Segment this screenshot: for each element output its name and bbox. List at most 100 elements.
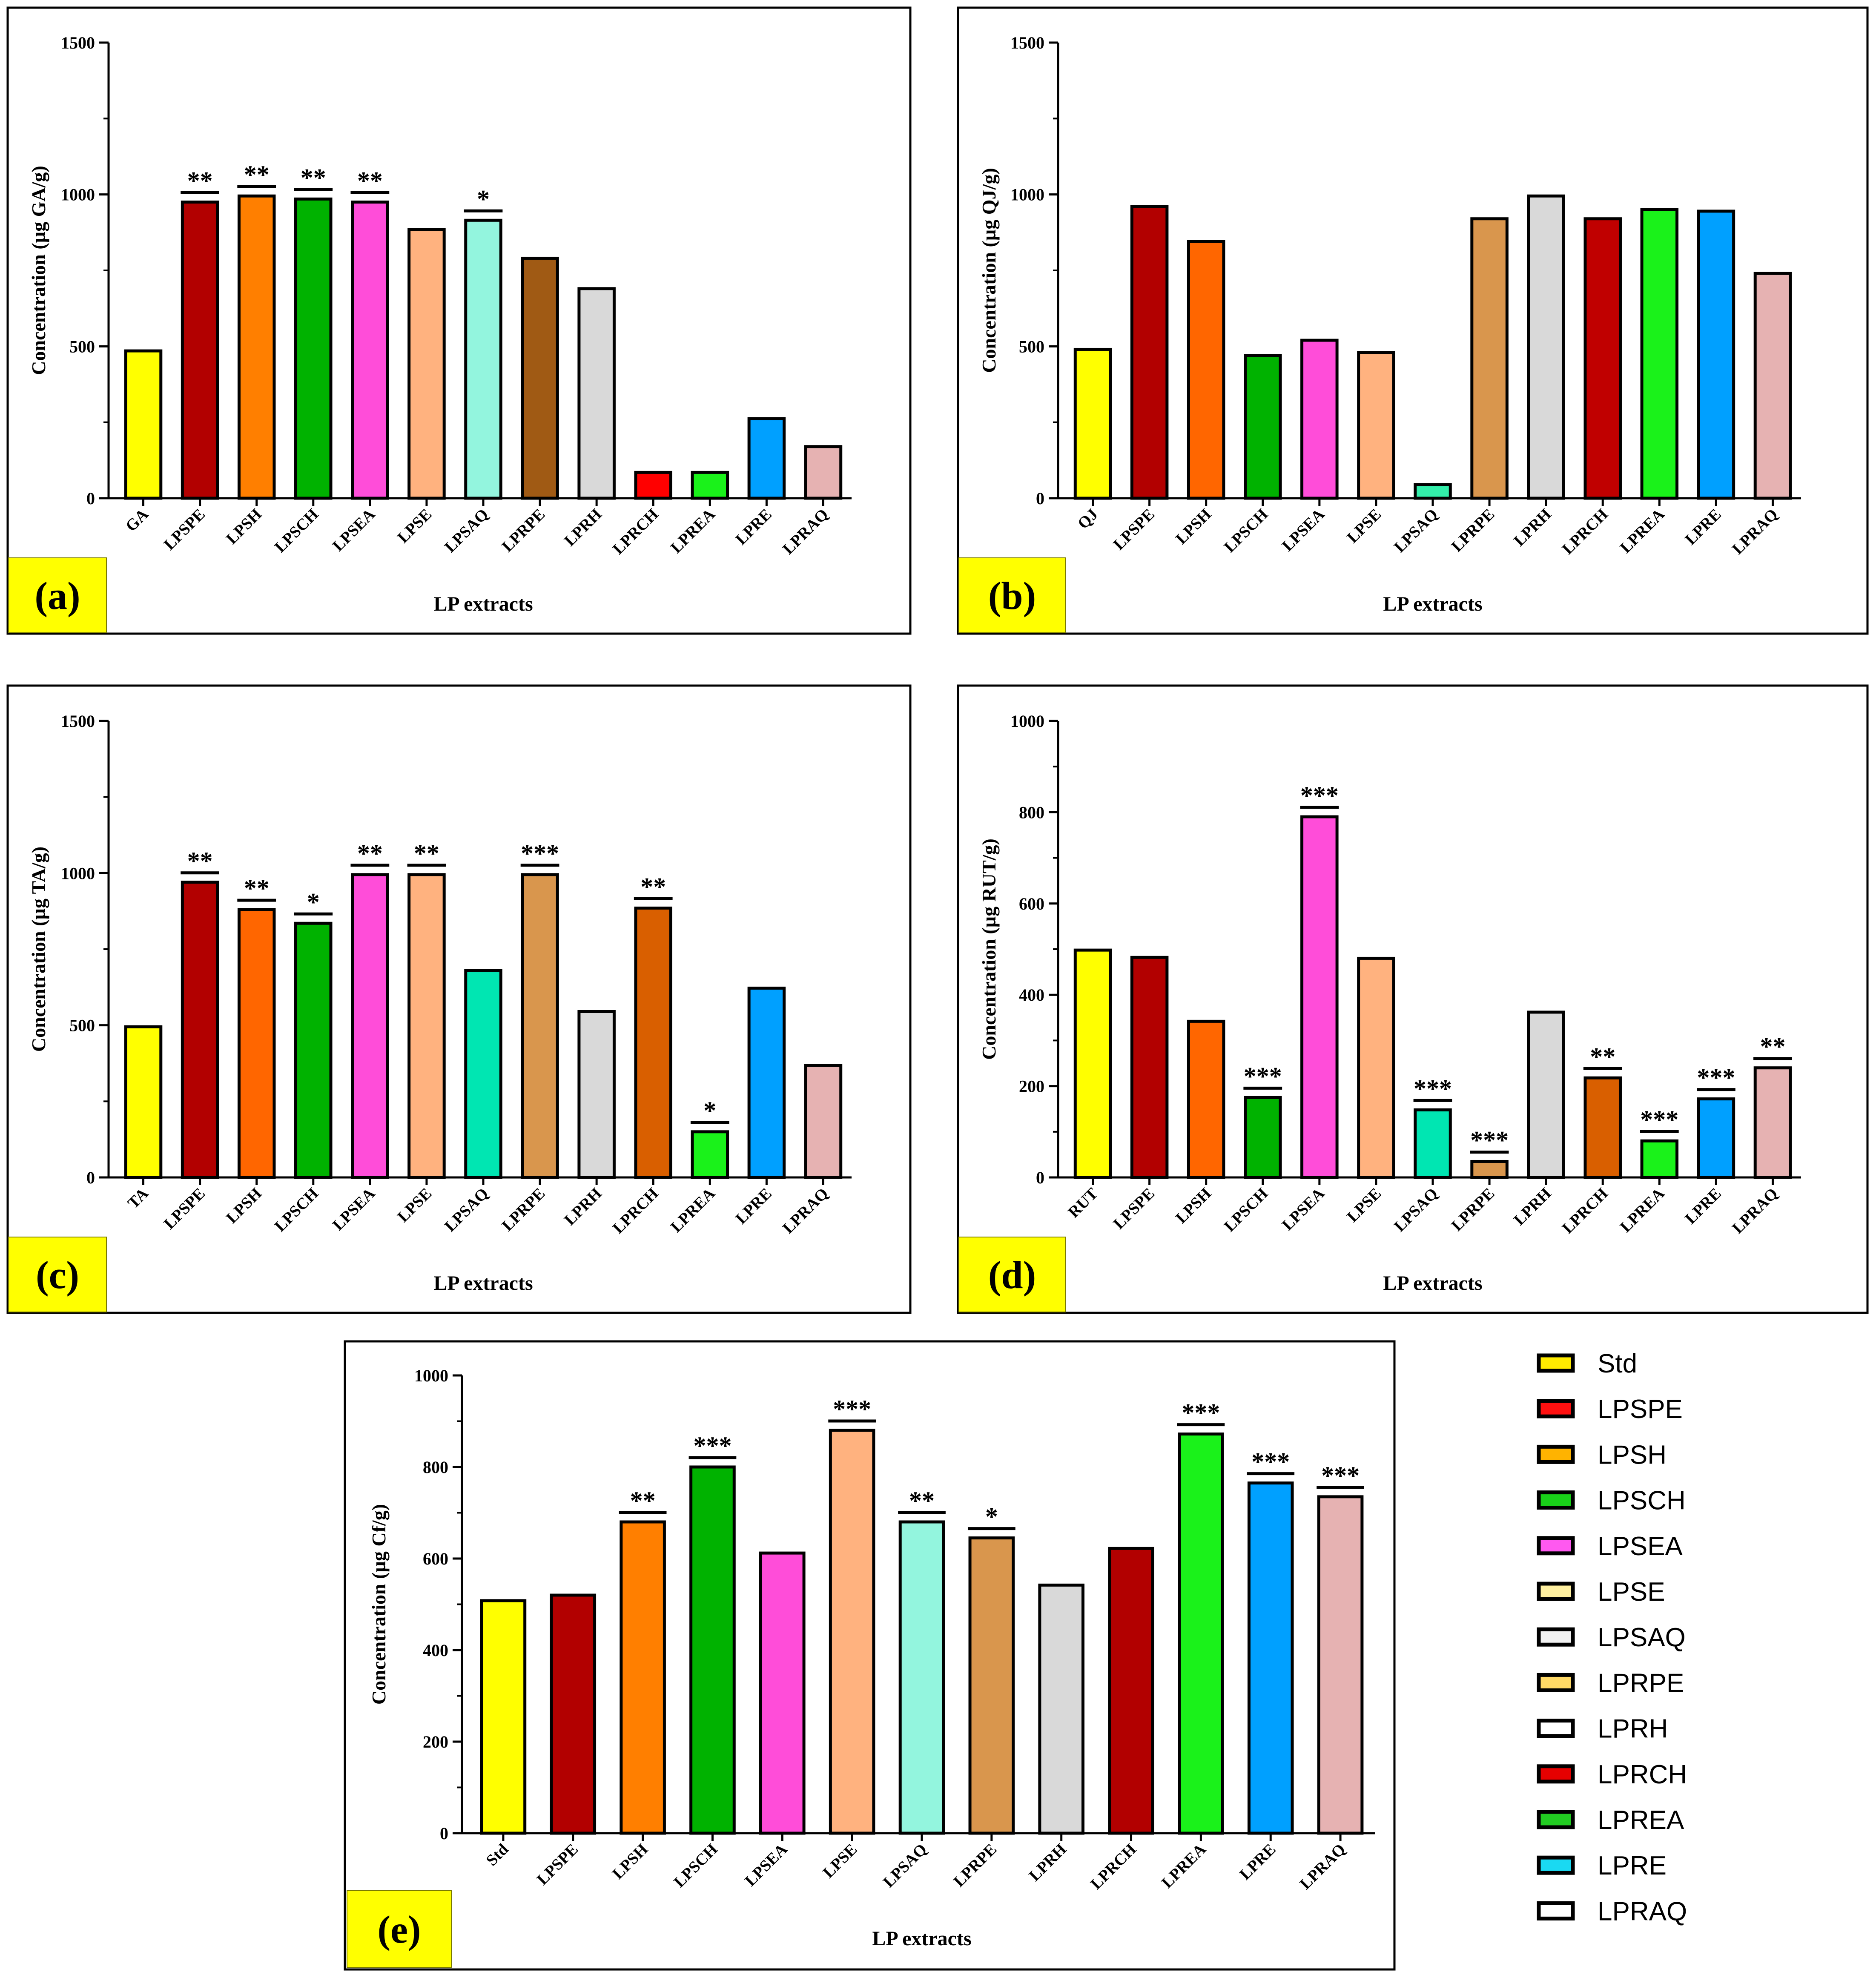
legend-item: LPSE xyxy=(1537,1577,1665,1607)
legend-swatch xyxy=(1537,1719,1575,1738)
significance-label: ** xyxy=(187,167,213,195)
legend-swatch xyxy=(1537,1901,1575,1920)
y-tick-label: 1000 xyxy=(1010,712,1044,731)
bar-lprea xyxy=(1178,1432,1224,1835)
bar-lprh xyxy=(577,1010,616,1179)
y-tick-label: 1000 xyxy=(61,864,95,883)
legend-label: LPRAQ xyxy=(1598,1897,1687,1926)
bar-lprpe xyxy=(1470,217,1509,500)
panel-frame xyxy=(6,6,912,635)
legend-label: LPSEA xyxy=(1598,1532,1683,1561)
bar-lpre xyxy=(1247,1481,1294,1835)
bar-lpsea xyxy=(351,201,389,500)
y-tick-label: 1000 xyxy=(414,1366,448,1385)
bar-lpraq xyxy=(804,1064,843,1179)
bar-lpsh xyxy=(1187,1019,1225,1179)
bar-lpspe xyxy=(181,201,219,500)
significance-label: ** xyxy=(630,1487,656,1515)
legend-swatch xyxy=(1537,1810,1575,1829)
legend-swatch xyxy=(1537,1353,1575,1373)
y-tick-label: 400 xyxy=(1019,985,1044,1005)
significance-label: ** xyxy=(414,839,439,867)
panel-label-box xyxy=(958,557,1066,633)
significance-label: *** xyxy=(693,1432,731,1460)
bar-lpre xyxy=(1697,1097,1735,1179)
legend-label: LPSCH xyxy=(1598,1486,1686,1516)
significance-label: * xyxy=(703,1097,716,1125)
significance-label: ** xyxy=(301,164,326,192)
bar-lpsch xyxy=(294,197,333,500)
y-tick-label: 1500 xyxy=(1010,33,1044,52)
significance-label: ** xyxy=(1760,1033,1785,1061)
bar-lpraq xyxy=(804,445,843,500)
bar-lpraq xyxy=(1753,1066,1792,1179)
significance-label: *** xyxy=(1300,781,1339,810)
legend-item: LPRE xyxy=(1537,1851,1667,1880)
y-tick-label: 500 xyxy=(69,1016,95,1035)
bar-lpse xyxy=(1357,956,1395,1179)
bar-lpsh xyxy=(237,908,276,1179)
bar-lpraq xyxy=(1753,272,1792,500)
legend-item: LPSPE xyxy=(1537,1395,1683,1424)
legend-swatch xyxy=(1537,1764,1575,1784)
legend-item: LPRCH xyxy=(1537,1760,1687,1789)
panel-label: (d) xyxy=(988,1253,1036,1297)
legend-item: LPREA xyxy=(1537,1806,1684,1835)
bar-lpsch xyxy=(689,1465,736,1835)
bar-lprea xyxy=(1640,1139,1679,1179)
y-tick-label: 1500 xyxy=(61,33,95,52)
bar-lpse xyxy=(1357,351,1395,500)
y-tick-label: 200 xyxy=(1019,1077,1044,1096)
y-tick-label: 600 xyxy=(423,1549,448,1568)
panel-label: (c) xyxy=(36,1253,79,1297)
bar-lpse xyxy=(407,228,446,500)
significance-label: *** xyxy=(1251,1448,1290,1476)
legend-swatch xyxy=(1537,1855,1575,1875)
bar-lpsaq xyxy=(1414,483,1452,500)
y-tick-label: 1000 xyxy=(1010,185,1044,204)
significance-label: *** xyxy=(1244,1062,1282,1090)
bar-ta xyxy=(124,1025,163,1179)
significance-label: *** xyxy=(1697,1064,1735,1092)
y-tick-label: 500 xyxy=(1019,337,1044,356)
bar-lprh xyxy=(577,287,616,500)
significance-label: *** xyxy=(521,839,559,867)
y-tick-label: 200 xyxy=(423,1732,448,1751)
legend-label: LPSAQ xyxy=(1598,1623,1686,1652)
bar-qj xyxy=(1073,347,1112,500)
bar-lpsea xyxy=(759,1551,806,1835)
bar-lprch xyxy=(1583,1076,1622,1179)
legend-item: LPSEA xyxy=(1537,1532,1683,1561)
significance-label: ** xyxy=(244,874,270,902)
significance-label: *** xyxy=(1640,1105,1678,1134)
legend-label: LPSE xyxy=(1598,1577,1665,1607)
legend-item: LPSAQ xyxy=(1537,1623,1686,1652)
legend-item: LPRPE xyxy=(1537,1668,1684,1698)
bar-lpspe xyxy=(550,1593,597,1835)
bar-lprpe xyxy=(968,1536,1015,1835)
legend-swatch xyxy=(1537,1399,1575,1418)
significance-label: ** xyxy=(244,161,270,189)
panel-label-box xyxy=(8,1237,107,1312)
legend-swatch xyxy=(1537,1444,1575,1464)
bar-lprch xyxy=(1108,1547,1154,1835)
y-tick-label: 800 xyxy=(1019,803,1044,822)
y-tick-label: 800 xyxy=(423,1458,448,1477)
significance-label: *** xyxy=(833,1395,871,1423)
bar-lprpe xyxy=(1470,1160,1509,1179)
bar-lpsh xyxy=(620,1520,666,1835)
panel-label-box xyxy=(958,1237,1066,1312)
legend-label: LPREA xyxy=(1598,1806,1684,1835)
y-tick-label: 600 xyxy=(1019,894,1044,913)
x-axis-title: LP extracts xyxy=(1383,1272,1482,1295)
x-axis-title: LP extracts xyxy=(872,1927,971,1950)
legend-swatch xyxy=(1537,1536,1575,1556)
bar-std xyxy=(480,1599,527,1835)
bar-lprpe xyxy=(521,256,559,500)
bar-lprpe xyxy=(521,873,559,1179)
